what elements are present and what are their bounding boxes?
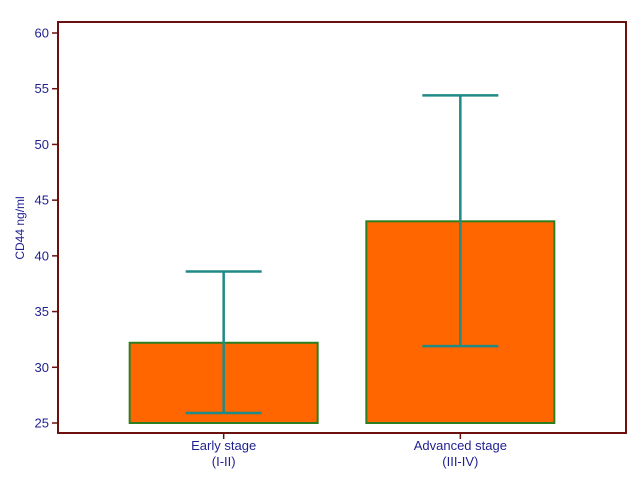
y-axis: 25 30 35 40 45 50 55 60 — [35, 26, 58, 431]
plot-frame — [57, 21, 627, 434]
bars — [128, 220, 556, 424]
y-tick-label: 40 — [35, 248, 49, 263]
y-tick-label: 50 — [35, 137, 49, 152]
x-category-label: Early stage — [191, 438, 256, 453]
y-tick-label: 60 — [35, 26, 49, 41]
x-category-label: Advanced stage — [414, 438, 507, 453]
y-tick-label: 30 — [35, 360, 49, 375]
x-category-sublabel: (III-IV) — [442, 454, 478, 469]
x-axis: Early stage(I-II) Advanced stage(III-IV) — [191, 433, 507, 469]
y-axis-label: CD44 ng/ml — [13, 196, 27, 259]
y-tick-label: 45 — [35, 193, 49, 208]
y-tick-label: 55 — [35, 81, 49, 96]
y-tick-label: 35 — [35, 304, 49, 319]
error-bars — [185, 94, 499, 415]
y-tick-label: 25 — [35, 416, 49, 431]
x-category-sublabel: (I-II) — [212, 454, 236, 469]
